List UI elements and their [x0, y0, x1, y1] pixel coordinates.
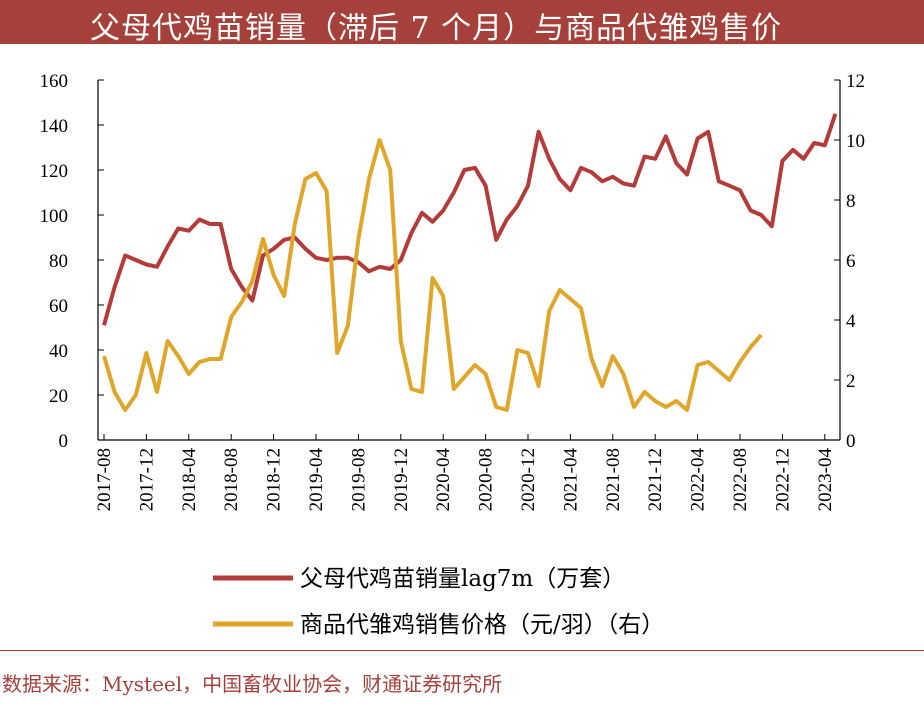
y-right-tick-label: 0: [846, 431, 856, 452]
x-tick-label: 2021-04: [560, 448, 581, 512]
x-tick-label: 2018-04: [179, 448, 200, 512]
y-left-tick-label: 160: [40, 71, 69, 92]
y-left-tick-label: 40: [49, 341, 68, 362]
x-tick-label: 2017-08: [94, 448, 115, 511]
x-tick-label: 2019-04: [306, 448, 327, 512]
y-right-tick-label: 12: [846, 71, 865, 92]
x-tick-label: 2022-12: [772, 448, 793, 511]
y-right-tick-label: 2: [846, 371, 856, 392]
x-tick-label: 2023-04: [815, 448, 836, 512]
y-left-tick-label: 60: [49, 296, 68, 317]
y-left-tick-label: 140: [40, 116, 69, 137]
x-tick-label: 2019-08: [348, 448, 369, 511]
x-tick-label: 2020-12: [518, 448, 539, 511]
y-left-tick-label: 100: [40, 206, 69, 227]
y-right-tick-label: 8: [846, 191, 856, 212]
y-left-tick-label: 0: [59, 431, 69, 452]
legend-label-series1: 父母代鸡苗销量lag7m（万套）: [300, 566, 625, 592]
x-tick-label: 2021-08: [603, 448, 624, 511]
series-line-sales: [102, 113, 838, 326]
chart-title: 父母代鸡苗销量（滞后 7 个月）与商品代雏鸡售价: [90, 11, 783, 44]
x-tick-label: 2017-12: [136, 448, 157, 511]
y-right-tick-label: 10: [846, 131, 865, 152]
title-bar: 父母代鸡苗销量（滞后 7 个月）与商品代雏鸡售价: [0, 0, 924, 44]
x-tick-label: 2020-08: [476, 448, 497, 511]
y-right-tick-label: 4: [846, 311, 856, 332]
series-line-price: [102, 138, 763, 412]
x-tick-label: 2020-04: [433, 448, 454, 512]
series-lines: [102, 113, 838, 412]
legend: 父母代鸡苗销量lag7m（万套） 商品代雏鸡销售价格（元/羽）（右）: [213, 566, 664, 638]
legend-label-series2: 商品代雏鸡销售价格（元/羽）（右）: [300, 612, 664, 638]
chart-area: 0 20 40 60 80 100 120 140 160 0 2 4 6 8 10 12 2017-08 201…: [40, 71, 866, 638]
y-right-tick-label: 6: [846, 251, 856, 272]
y-left-tick-label: 80: [49, 251, 68, 272]
source-divider: [0, 650, 924, 651]
x-tick-label: 2018-08: [221, 448, 242, 511]
x-tick-label: 2019-12: [391, 448, 412, 511]
axes-group: 0 20 40 60 80 100 120 140 160 0 2 4 6 8 10 12 2017-08 201…: [40, 71, 866, 511]
x-tick-label: 2018-12: [264, 448, 285, 511]
x-tick-label: 2021-12: [645, 448, 666, 511]
x-tick-label: 2022-04: [688, 448, 709, 512]
y-left-tick-label: 20: [49, 386, 68, 407]
y-left-tick-label: 120: [40, 161, 69, 182]
x-tick-label: 2022-08: [730, 448, 751, 511]
source-note: 数据来源：Mysteel，中国畜牧业协会，财通证券研究所: [2, 672, 503, 696]
